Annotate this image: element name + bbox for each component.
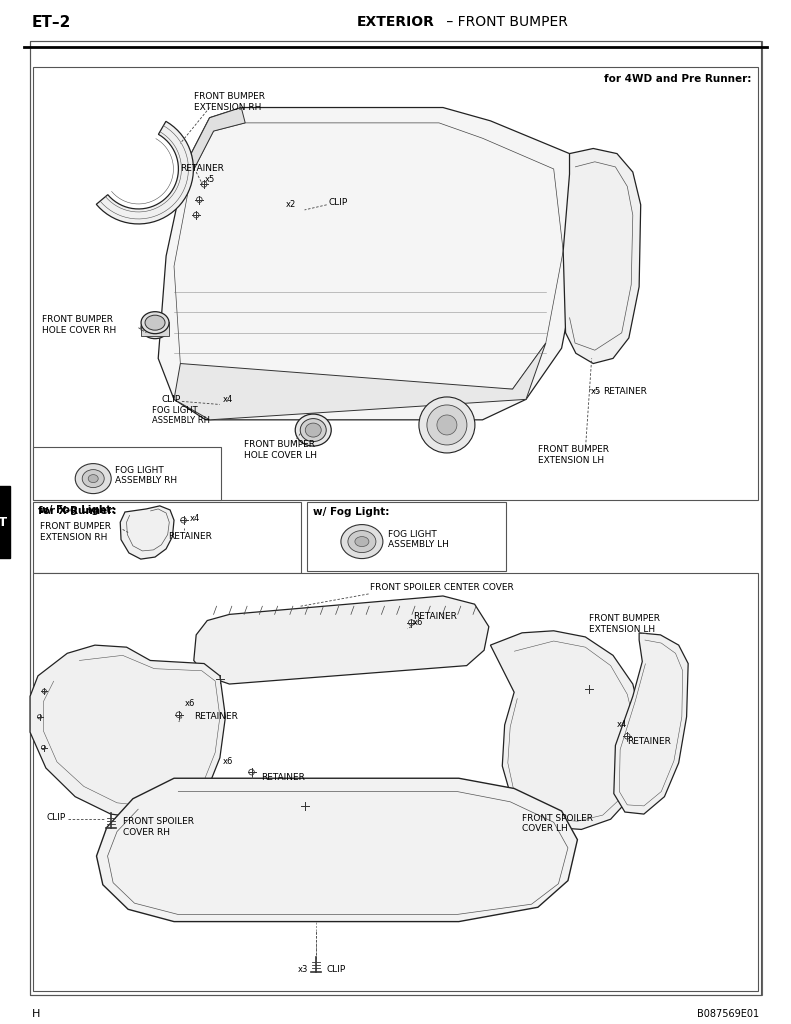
Text: RETAINER: RETAINER bbox=[180, 165, 224, 173]
Text: w/ Fog Light:: w/ Fog Light: bbox=[40, 505, 115, 515]
Ellipse shape bbox=[305, 423, 321, 437]
Text: B087569E01: B087569E01 bbox=[697, 1009, 759, 1019]
Circle shape bbox=[419, 397, 475, 453]
Polygon shape bbox=[30, 645, 225, 819]
Circle shape bbox=[196, 197, 202, 203]
Text: CLIP: CLIP bbox=[47, 813, 66, 821]
Polygon shape bbox=[158, 108, 581, 420]
Polygon shape bbox=[194, 596, 489, 684]
Text: x5: x5 bbox=[591, 387, 601, 395]
Ellipse shape bbox=[341, 524, 383, 558]
Text: FRONT BUMPER
EXTENSION LH: FRONT BUMPER EXTENSION LH bbox=[538, 445, 609, 465]
Circle shape bbox=[193, 212, 199, 218]
Text: FRONT SPOILER CENTER COVER: FRONT SPOILER CENTER COVER bbox=[370, 583, 514, 592]
Text: w/ Fog Light:: w/ Fog Light: bbox=[313, 507, 389, 517]
Text: RETAINER: RETAINER bbox=[627, 737, 671, 746]
Text: RETAINER: RETAINER bbox=[168, 532, 212, 542]
Bar bbox=[33, 573, 758, 991]
Ellipse shape bbox=[82, 470, 104, 487]
Circle shape bbox=[408, 620, 414, 626]
Polygon shape bbox=[490, 631, 642, 829]
Text: FOG LIGHT
ASSEMBLY RH: FOG LIGHT ASSEMBLY RH bbox=[152, 407, 210, 425]
Polygon shape bbox=[186, 108, 245, 174]
Text: x4: x4 bbox=[222, 395, 233, 403]
Text: ET: ET bbox=[0, 516, 8, 528]
Circle shape bbox=[248, 769, 255, 775]
Text: FRONT BUMPER
EXTENSION LH: FRONT BUMPER EXTENSION LH bbox=[589, 614, 660, 634]
Polygon shape bbox=[563, 148, 641, 364]
Circle shape bbox=[180, 517, 187, 523]
Ellipse shape bbox=[301, 419, 326, 441]
Ellipse shape bbox=[89, 474, 98, 482]
Ellipse shape bbox=[295, 414, 331, 446]
Circle shape bbox=[201, 181, 207, 187]
Circle shape bbox=[42, 689, 47, 693]
Bar bbox=[33, 447, 221, 500]
Polygon shape bbox=[97, 121, 194, 224]
Text: CLIP: CLIP bbox=[328, 199, 347, 207]
Bar bbox=[33, 502, 301, 573]
Bar bbox=[0, 486, 10, 558]
Ellipse shape bbox=[145, 315, 165, 330]
Ellipse shape bbox=[141, 311, 169, 334]
Circle shape bbox=[301, 803, 308, 809]
Circle shape bbox=[624, 733, 630, 739]
Text: ET–2: ET–2 bbox=[32, 15, 71, 31]
Text: FOG LIGHT
ASSEMBLY LH: FOG LIGHT ASSEMBLY LH bbox=[388, 529, 448, 549]
Text: – FRONT BUMPER: – FRONT BUMPER bbox=[442, 15, 569, 30]
Text: CLIP: CLIP bbox=[161, 395, 180, 403]
Text: RETAINER: RETAINER bbox=[261, 773, 305, 782]
FancyBboxPatch shape bbox=[30, 41, 762, 995]
Polygon shape bbox=[174, 343, 546, 420]
Text: x6: x6 bbox=[184, 698, 195, 708]
Polygon shape bbox=[97, 778, 577, 922]
Text: RETAINER: RETAINER bbox=[603, 387, 646, 395]
Circle shape bbox=[41, 745, 46, 750]
Text: x6: x6 bbox=[413, 617, 423, 627]
Text: for X-Runner:: for X-Runner: bbox=[38, 506, 117, 516]
Text: x4: x4 bbox=[617, 720, 627, 729]
Bar bbox=[307, 502, 506, 571]
Text: RETAINER: RETAINER bbox=[194, 712, 237, 721]
Polygon shape bbox=[120, 506, 174, 559]
Bar bbox=[141, 322, 169, 336]
Ellipse shape bbox=[348, 530, 376, 553]
Ellipse shape bbox=[150, 324, 160, 332]
Text: for 4WD and Pre Runner:: for 4WD and Pre Runner: bbox=[604, 74, 751, 84]
Text: FRONT BUMPER
EXTENSION RH: FRONT BUMPER EXTENSION RH bbox=[40, 522, 111, 542]
Text: EXTERIOR: EXTERIOR bbox=[357, 15, 434, 30]
Ellipse shape bbox=[355, 537, 369, 547]
Ellipse shape bbox=[141, 316, 169, 339]
Circle shape bbox=[437, 415, 457, 435]
Bar bbox=[33, 67, 758, 500]
Text: FRONT BUMPER
HOLE COVER LH: FRONT BUMPER HOLE COVER LH bbox=[244, 440, 316, 460]
Text: x2: x2 bbox=[286, 201, 296, 209]
Text: H: H bbox=[32, 1009, 40, 1019]
Circle shape bbox=[585, 686, 592, 692]
Text: x3: x3 bbox=[298, 965, 308, 974]
Text: x6: x6 bbox=[223, 757, 233, 766]
Text: FOG LIGHT
ASSEMBLY RH: FOG LIGHT ASSEMBLY RH bbox=[115, 466, 177, 485]
Circle shape bbox=[176, 712, 182, 718]
Text: x5: x5 bbox=[205, 175, 215, 183]
Circle shape bbox=[427, 404, 467, 445]
Text: RETAINER: RETAINER bbox=[413, 612, 456, 622]
Text: FRONT BUMPER
HOLE COVER RH: FRONT BUMPER HOLE COVER RH bbox=[42, 315, 116, 335]
Circle shape bbox=[217, 676, 223, 682]
Text: CLIP: CLIP bbox=[327, 965, 346, 974]
Ellipse shape bbox=[75, 464, 112, 494]
Ellipse shape bbox=[145, 321, 165, 335]
Polygon shape bbox=[614, 633, 688, 814]
Text: FRONT SPOILER
COVER RH: FRONT SPOILER COVER RH bbox=[123, 817, 195, 837]
Circle shape bbox=[37, 715, 42, 719]
Text: FRONT SPOILER
COVER LH: FRONT SPOILER COVER LH bbox=[522, 814, 593, 834]
Text: x4: x4 bbox=[190, 514, 200, 522]
Text: FRONT BUMPER
EXTENSION RH: FRONT BUMPER EXTENSION RH bbox=[194, 92, 265, 112]
